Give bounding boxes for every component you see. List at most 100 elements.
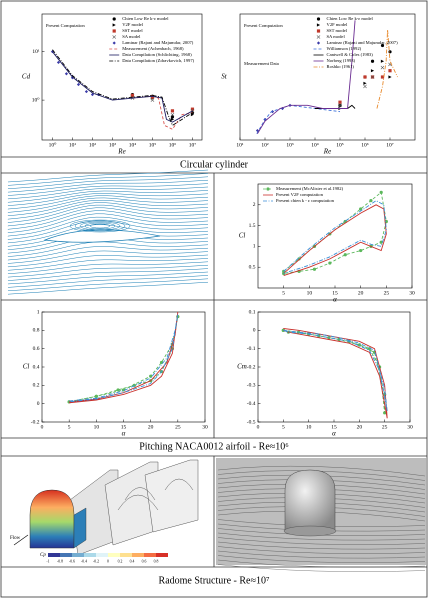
- marker: [112, 35, 117, 39]
- y-tick-label: 1: [253, 244, 256, 250]
- streamline: [7, 195, 209, 210]
- x-tick-label: 10: [306, 424, 312, 430]
- streamline: [7, 246, 209, 261]
- streamline: [7, 264, 209, 278]
- colorbar-swatch: [72, 553, 84, 557]
- x-tick-label: 10⁴: [311, 142, 319, 148]
- series-line: [283, 329, 388, 412]
- streamline: [7, 183, 209, 196]
- y-tick-label: 1.5: [249, 223, 256, 229]
- marker: [84, 89, 89, 94]
- marker: [266, 187, 270, 191]
- streamline: [7, 199, 209, 216]
- streamline: [7, 258, 209, 271]
- x-tick-label: 10⁵: [336, 142, 344, 148]
- series-line: [52, 49, 193, 127]
- x-tick-label: 10⁴: [129, 142, 137, 148]
- x-tick-label: 10⁷: [189, 142, 197, 148]
- streamline: [7, 193, 209, 206]
- streamline: [7, 204, 209, 223]
- marker: [149, 374, 153, 378]
- streamline: [7, 179, 209, 193]
- marker: [343, 253, 347, 257]
- series-line: [69, 313, 179, 403]
- marker: [316, 35, 321, 39]
- x-tick-label: 30: [407, 424, 413, 430]
- marker: [255, 128, 260, 133]
- legend-label: Laminar (Rajani and Majumdar, 2007): [327, 40, 399, 46]
- streamline: [7, 202, 209, 220]
- marker: [379, 240, 383, 244]
- marker: [190, 107, 195, 111]
- x-tick-label: 10⁷: [386, 142, 394, 148]
- streamline: [7, 275, 209, 288]
- x-tick-label: 10¹: [236, 142, 244, 148]
- legend-label: Laminar (Rajani and Majumdar, 2007): [122, 40, 194, 46]
- marker: [64, 72, 69, 76]
- y-tick-label: 1: [37, 309, 40, 315]
- marker: [359, 248, 363, 253]
- legend-label: V2F model: [122, 22, 144, 27]
- y-tick-label: 0.2: [33, 383, 40, 389]
- marker: [370, 75, 375, 79]
- legend-label: SST model: [122, 28, 143, 33]
- x-tick-label: 10: [94, 424, 100, 430]
- marker: [170, 112, 175, 117]
- colorbar-tick-label: 0.6: [142, 559, 147, 563]
- x-axis-label: Re: [117, 148, 125, 156]
- vortex: [84, 222, 116, 230]
- series-line: [257, 20, 356, 134]
- colorbar-tick-label: 0: [107, 559, 109, 563]
- x-axis-label: Re: [323, 148, 331, 156]
- plot-frame: [41, 13, 203, 141]
- marker: [112, 41, 116, 45]
- caption: Pitching NACA0012 airfoil - Re≈10⁶: [139, 441, 289, 452]
- marker: [170, 115, 175, 119]
- x-tick-label: 20: [358, 290, 364, 296]
- marker: [150, 95, 155, 99]
- x-tick-label: 15: [121, 424, 127, 430]
- annotation: Present Computation: [46, 23, 85, 28]
- streak: [217, 550, 426, 559]
- marker: [363, 75, 367, 79]
- colorbar-swatch: [60, 553, 72, 557]
- streamline: [7, 254, 209, 268]
- legend-label: SA model: [122, 34, 141, 39]
- marker: [112, 29, 116, 33]
- x-tick-label: 25: [384, 290, 390, 296]
- y-tick-label: 0.1: [249, 309, 256, 315]
- marker: [380, 59, 385, 63]
- marker: [316, 29, 321, 33]
- x-tick-label: 10²: [261, 142, 269, 148]
- legend-label: Data Compilation (Schlichting, 1968): [122, 52, 192, 58]
- streak: [217, 537, 426, 545]
- colorbar-tick-label: -0.2: [93, 559, 99, 563]
- marker: [338, 103, 342, 108]
- marker: [170, 117, 175, 121]
- panel-borders: [1, 156, 427, 568]
- y-tick-label: 0: [253, 328, 256, 334]
- marker: [388, 50, 392, 54]
- y-tick-label: -0.5: [247, 419, 256, 425]
- legend-label: Data Compilation (Zdravkovich, 1997): [122, 58, 194, 64]
- y-axis-label: Cl: [239, 232, 246, 240]
- y-axis-label: Cl: [23, 363, 30, 371]
- vortex: [79, 221, 121, 231]
- x-tick-label: 10⁵: [149, 142, 157, 148]
- x-tick-label: 5: [282, 424, 285, 430]
- streak: [217, 541, 426, 550]
- colorbar-tick-label: -1: [46, 559, 49, 563]
- marker: [316, 17, 321, 21]
- x-tick-label: 10⁰: [49, 141, 58, 148]
- marker: [388, 69, 392, 73]
- y-tick-label: 10⁰: [32, 96, 41, 103]
- streamline: [7, 186, 209, 200]
- x-tick-label: 15: [332, 290, 338, 296]
- annotation: Measurement Data: [244, 61, 279, 66]
- airfoil: [43, 229, 161, 243]
- colorbar-swatch: [144, 553, 156, 557]
- streamline-image: [7, 169, 209, 295]
- streak: [217, 559, 426, 568]
- streamline: [7, 281, 209, 295]
